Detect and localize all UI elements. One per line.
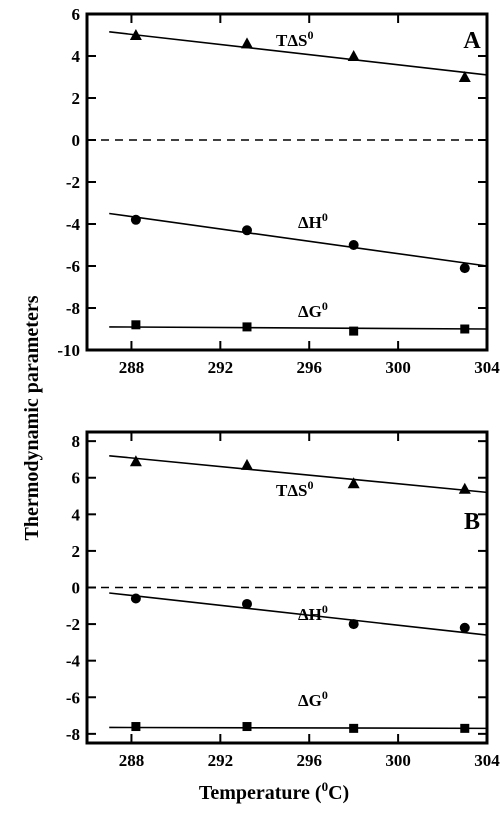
circle-series-point [459,622,470,633]
square-series-point [349,326,359,336]
triangle-series-point [129,455,142,467]
circle-series-point [348,240,359,250]
circle-series-fit-line [109,592,488,636]
triangle-series-point [241,458,253,470]
triangle-series-label: TΔS0 [276,478,313,500]
circle-series-fit-line [109,212,488,267]
circle-series-point [459,263,470,274]
circle-series-point [130,593,141,604]
y-tick-label: 0 [72,579,81,598]
x-tick-label: 304 [474,358,500,377]
square-series-point [242,722,252,732]
x-tick-label: 288 [119,751,145,770]
x-tick-label: 292 [208,358,234,377]
circle-series-label: ΔH0 [298,602,328,624]
plot-frame [85,430,489,745]
y-tick-label: 0 [72,131,81,150]
triangle-series-point [458,71,471,82]
y-tick-label: -6 [66,257,80,276]
y-tick-label: 4 [72,47,81,66]
triangle-series-point [458,482,471,494]
panel-a: 6 4 2 0 -2 -4 -6 -8 -10 288 292 296 300 304 TΔS0 ΔH0 ΔG0… [57,5,500,377]
panel-label: A [463,28,481,54]
x-axis-title: Temperature (0C) [199,779,349,804]
y-axis-title: Thermodynamic parameters [21,295,43,540]
y-tick-label: -2 [66,173,80,192]
y-tick-label: -10 [57,341,80,360]
y-tick-label: 4 [72,505,81,524]
panel-b: 8 6 4 2 0 -2 -4 -6 -8 288 292 296 300 304 TΔS0 ΔH0 ΔG0 B [66,430,500,770]
y-tick-label: 6 [72,5,81,24]
circle-series-point [348,619,359,630]
square-series-point [460,324,470,334]
x-tick-label: 296 [296,358,322,377]
y-tick-label: 6 [72,469,81,488]
square-series-label: ΔG0 [298,299,328,321]
triangle-series-label: TΔS0 [276,28,313,50]
triangle-series-point [129,29,142,40]
circle-series-point [242,225,252,236]
x-tick-label: 296 [296,751,322,770]
x-tick-label: 300 [385,358,411,377]
square-series-fit-line [109,326,488,330]
triangle-series-point [347,477,360,489]
plot-frame [85,12,489,352]
y-tick-label: -4 [66,652,81,671]
x-tick-label: 304 [474,751,500,770]
triangle-series-fit-line [109,31,488,76]
y-tick-label: -4 [66,215,81,234]
triangle-series-fit-line [109,454,488,494]
panel-label: B [464,509,480,535]
y-tick-label: -6 [66,688,80,707]
y-tick-label: 8 [72,432,81,451]
circle-series-point [242,598,252,609]
circle-series-point [130,214,141,225]
x-tick-label: 300 [385,751,411,770]
square-series-fit-line [109,726,488,730]
square-series-point [131,722,141,732]
triangle-series-point [241,37,253,49]
y-tick-label: -2 [66,615,80,634]
square-series-point [131,320,141,330]
x-tick-label: 292 [208,751,234,770]
x-tick-label: 288 [119,358,145,377]
circle-series-label: ΔH0 [298,210,328,232]
square-series-label: ΔG0 [298,688,328,710]
y-tick-label: -8 [66,725,80,744]
square-series-point [460,723,470,733]
y-tick-label: -8 [66,299,80,318]
square-series-point [349,723,359,733]
y-tick-label: 2 [72,542,81,561]
y-tick-label: 2 [72,89,81,108]
triangle-series-point [347,50,360,61]
square-series-point [242,322,252,332]
